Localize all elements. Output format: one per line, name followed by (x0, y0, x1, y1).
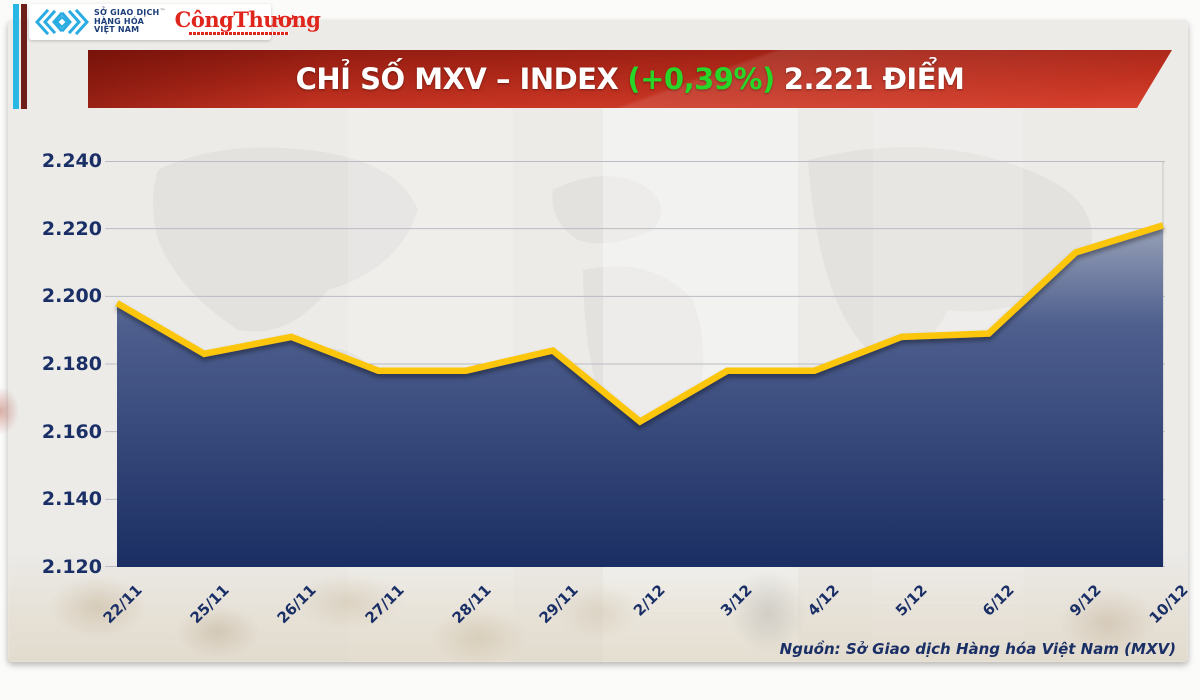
y-tick-label: 2.240 (41, 150, 102, 172)
brand-tagline-strip (188, 32, 289, 35)
y-tick-label: 2.120 (41, 556, 102, 578)
left-stripe-cyan (13, 4, 19, 109)
chart-title: CHỈ SỐ MXV – INDEX (+0,39%) 2.221 ĐIỂM (296, 62, 965, 96)
y-tick-label: 2.200 (41, 285, 102, 308)
mxv-logo-icon (35, 8, 89, 36)
source-note: Nguồn: Sở Giao dịch Hàng hóa Việt Nam (M… (779, 640, 1176, 658)
org-name-line3: VIỆT NAM (94, 25, 140, 35)
org-name: SỞ GIAO DỊCH™ HÀNG HÓA VIỆT NAM (94, 7, 166, 36)
mxv-index-chart (105, 161, 1165, 568)
y-tick-label: 2.220 (41, 217, 102, 240)
trademark-mark: ™ (159, 7, 166, 15)
index-line (115, 222, 1164, 426)
chart-change-percent: (+0,39%) (627, 62, 775, 96)
chart-title-text: CHỈ SỐ MXV – INDEX (295, 62, 619, 96)
title-banner: CHỈ SỐ MXV – INDEX (+0,39%) 2.221 ĐIỂM (88, 50, 1172, 108)
y-tick-label: 2.180 (41, 353, 102, 375)
left-stripe-maroon (21, 4, 27, 109)
index-area-fill (117, 225, 1163, 568)
org-name-line2: HÀNG HÓA (94, 16, 145, 26)
brand-name: CôngThương (174, 7, 321, 32)
org-name-line1: SỞ GIAO DỊCH (94, 7, 160, 17)
y-tick-label: 2.160 (41, 420, 102, 443)
y-tick-label: 2.140 (41, 488, 102, 511)
chart-value-text: 2.221 ĐIỂM (783, 62, 965, 96)
brand-block: CôngThương (175, 9, 321, 35)
logo-box: SỞ GIAO DỊCH™ HÀNG HÓA VIỆT NAM CôngThươ… (29, 4, 321, 40)
